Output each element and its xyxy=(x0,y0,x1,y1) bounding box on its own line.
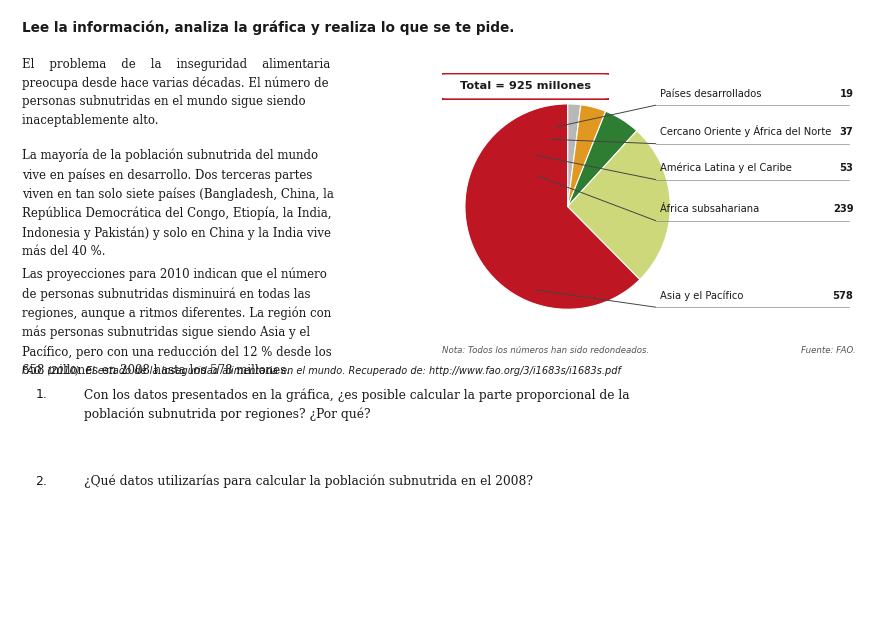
Text: Asia y el Pacífico: Asia y el Pacífico xyxy=(660,290,744,300)
Wedge shape xyxy=(568,104,581,207)
Text: 578: 578 xyxy=(832,290,854,300)
Text: Fuente: FAO.: Fuente: FAO. xyxy=(801,346,855,354)
Text: 1.: 1. xyxy=(35,388,47,401)
Text: ¿Qué datos utilizarías para calcular la población subnutrida en el 2008?: ¿Qué datos utilizarías para calcular la … xyxy=(84,475,532,488)
Text: América Latina y el Caribe: América Latina y el Caribe xyxy=(660,163,792,173)
Text: Subnutrición en 2010 por región (millones): Subnutrición en 2010 por región (millone… xyxy=(454,43,694,53)
Text: Nota: Todos los números han sido redondeados.: Nota: Todos los números han sido redonde… xyxy=(442,346,649,354)
Text: 239: 239 xyxy=(832,204,854,214)
Text: 19: 19 xyxy=(840,89,854,99)
Text: Países desarrollados: Países desarrollados xyxy=(660,89,762,99)
Text: 53: 53 xyxy=(840,163,854,173)
Text: 2.: 2. xyxy=(35,475,47,488)
Text: Total = 925 millones: Total = 925 millones xyxy=(460,81,590,91)
Text: El    problema    de    la    inseguridad    alimentaria
preocupa desde hace var: El problema de la inseguridad alimentari… xyxy=(22,58,330,127)
Text: FAO. (2010). El estado de la inseguridad alimentaria en el mundo. Recuperado de:: FAO. (2010). El estado de la inseguridad… xyxy=(22,366,621,376)
Text: 37: 37 xyxy=(840,127,854,137)
Wedge shape xyxy=(465,104,640,309)
Text: Con los datos presentados en la gráfica, ¿es posible calcular la parte proporcio: Con los datos presentados en la gráfica,… xyxy=(84,388,629,421)
Text: Las proyecciones para 2010 indican que el número
de personas subnutridas disminu: Las proyecciones para 2010 indican que e… xyxy=(22,268,332,377)
Wedge shape xyxy=(568,131,671,280)
Text: Cercano Oriente y África del Norte: Cercano Oriente y África del Norte xyxy=(660,125,832,137)
Text: Lee la información, analiza la gráfica y realiza lo que se te pide.: Lee la información, analiza la gráfica y… xyxy=(22,20,515,34)
FancyBboxPatch shape xyxy=(438,73,612,100)
Wedge shape xyxy=(568,111,637,207)
Text: La mayoría de la población subnutrida del mundo
vive en países en desarrollo. Do: La mayoría de la población subnutrida de… xyxy=(22,149,334,258)
Wedge shape xyxy=(568,105,605,207)
Text: África subsahariana: África subsahariana xyxy=(660,204,759,214)
